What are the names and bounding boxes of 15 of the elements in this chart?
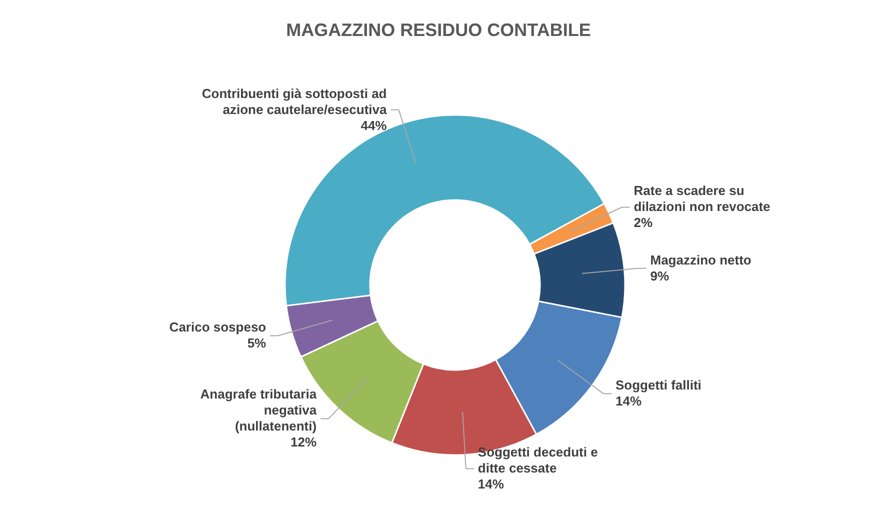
slice-label: Soggetti falliti — [615, 378, 702, 393]
data-label: 2% — [634, 215, 653, 230]
data-label: 44% — [360, 118, 388, 133]
data-label: 14% — [478, 476, 504, 492]
data-label: 9% — [650, 268, 670, 284]
slice-label: Magazzino netto — [650, 252, 752, 268]
data-label: 12% — [290, 434, 318, 450]
slice-label: Contribuenti già sottoposti ad azione cautelare/esecutiva — [202, 86, 388, 117]
slice-label: Anagrafe tributaria negativa (nullatenenti) — [200, 386, 318, 434]
chart-title: MAGAZZINO RESIDUO CONTABILE — [286, 20, 591, 40]
slice-label: Carico sospeso — [169, 320, 266, 335]
data-label: 5% — [247, 336, 267, 351]
data-label: 14% — [615, 394, 642, 409]
slice-label: Soggetti deceduti e ditte cessate — [478, 444, 598, 476]
slice-label: Rate a scadere su dilazioni non revocate — [634, 183, 770, 214]
